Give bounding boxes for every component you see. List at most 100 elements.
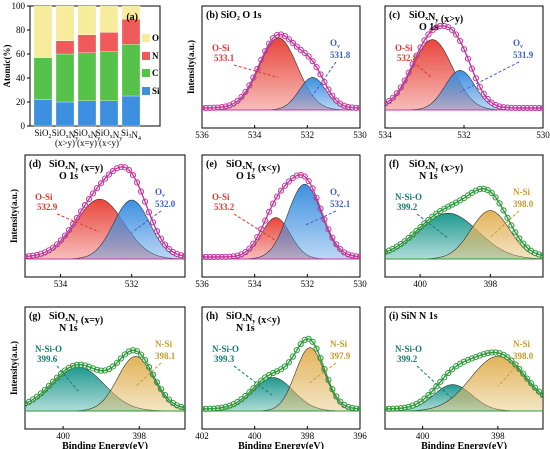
data-point (333, 241, 340, 248)
bar-o (77, 5, 97, 35)
data-point (57, 237, 65, 244)
y-axis-label: Intensity(a.u.) (186, 40, 196, 94)
data-point (309, 185, 316, 192)
data-point (273, 193, 281, 200)
label-part: y (119, 136, 122, 142)
data-point (325, 86, 332, 93)
data-point (349, 252, 356, 259)
data-point (273, 31, 281, 39)
data-point (202, 104, 210, 112)
data-point (321, 216, 328, 223)
data-point (77, 361, 85, 368)
panel-subtitle: O 1s (236, 171, 255, 182)
data-point (539, 252, 543, 259)
x-tick-label: 532 (301, 279, 315, 289)
bar-n (99, 32, 119, 52)
data-point (401, 77, 408, 84)
data-point (401, 404, 408, 411)
peak-value: 532.8 (397, 53, 418, 63)
x-tick-label: SiOxNy (96, 128, 123, 142)
data-point (468, 65, 475, 72)
data-point (238, 93, 245, 101)
x-tick-label: 398 (301, 431, 315, 441)
data-point (397, 84, 404, 91)
data-point (405, 234, 412, 242)
x-tick-label: SiO2 (34, 128, 51, 140)
data-point (234, 252, 241, 259)
data-point (285, 178, 292, 185)
y-tick-label: 20 (16, 97, 26, 107)
data-point (421, 37, 428, 44)
data-point (508, 222, 515, 229)
label-part: x (65, 165, 68, 171)
data-point (393, 90, 400, 97)
peak-value: 532.0 (155, 199, 176, 209)
data-point (429, 387, 436, 395)
data-point (37, 250, 45, 257)
data-point (460, 358, 468, 365)
plot-area (202, 31, 360, 112)
legend-swatch (142, 52, 150, 60)
data-point (309, 58, 316, 65)
data-point (210, 253, 217, 261)
data-point (309, 338, 316, 345)
data-point (393, 405, 400, 412)
panel-label: (e) (206, 159, 217, 170)
data-point (460, 46, 468, 53)
x-tick-label: 534 (248, 130, 262, 140)
arrow (233, 213, 277, 241)
x-tick-label: SiOxNy (74, 128, 101, 142)
data-point (33, 251, 41, 259)
data-point (157, 235, 165, 242)
data-point (329, 92, 336, 99)
data-point (97, 180, 105, 187)
data-point (500, 207, 507, 214)
data-point (285, 359, 292, 366)
data-point (161, 391, 169, 399)
data-point (417, 224, 424, 231)
data-point (504, 104, 511, 111)
peak-label: Ov (330, 38, 340, 50)
data-point (153, 228, 161, 235)
data-point (262, 48, 269, 55)
data-point (385, 405, 393, 412)
data-point (97, 367, 105, 374)
label-part: x (425, 165, 428, 171)
label-part: 3 (129, 134, 132, 140)
x-tick-label: 398 (491, 431, 505, 441)
bar-o (99, 5, 119, 33)
x-tick-label: 532 (125, 279, 139, 289)
data-point (341, 102, 348, 109)
data-point (476, 83, 483, 90)
label-part: x (425, 16, 428, 22)
data-point (202, 405, 210, 412)
data-point (222, 253, 229, 260)
x-tick-label: 534 (248, 279, 262, 289)
data-point (488, 189, 495, 196)
data-point (226, 253, 233, 260)
data-point (297, 46, 304, 53)
data-point (532, 384, 539, 391)
data-point (29, 396, 37, 403)
data-point (246, 389, 253, 396)
bar-c (77, 52, 97, 101)
peak-value: 533.2 (214, 202, 235, 212)
legend-swatch (142, 34, 150, 42)
data-point (464, 356, 472, 364)
data-point (145, 363, 153, 371)
data-point (425, 216, 432, 224)
label-part: SiO (52, 128, 67, 138)
data-point (445, 369, 452, 377)
panel-d: 534 532 Intensity(a.u.) (d) SiOxNy (x=y)O 1s… (9, 154, 186, 289)
label-part: (x<y) (255, 163, 280, 174)
data-point (33, 393, 41, 400)
arrow (497, 362, 520, 387)
data-point (325, 226, 332, 233)
data-point (472, 353, 479, 361)
data-point (429, 213, 436, 220)
data-point (81, 201, 89, 209)
data-point (85, 195, 93, 203)
data-point (484, 95, 491, 103)
data-point (206, 104, 213, 111)
